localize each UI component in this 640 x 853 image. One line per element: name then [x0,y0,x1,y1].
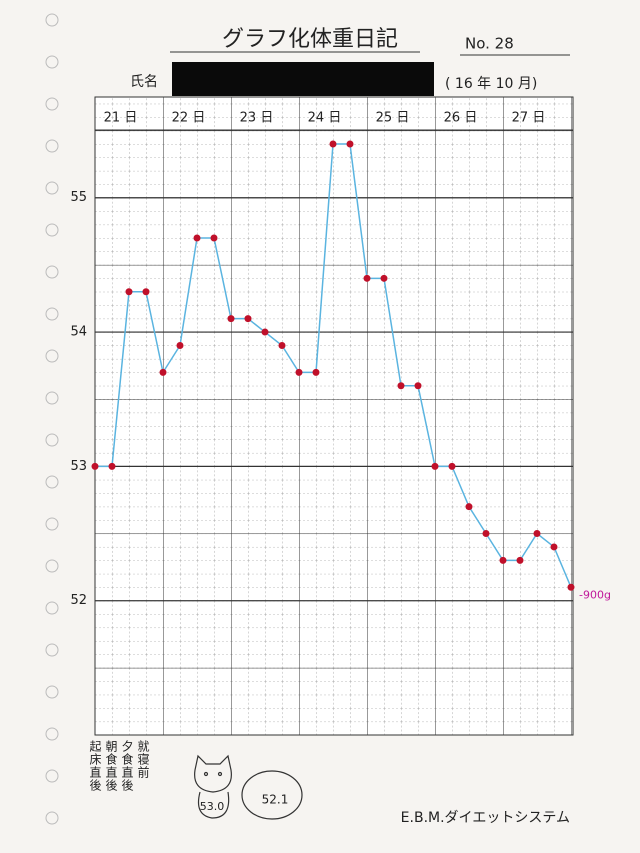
weight-point [295,368,303,376]
row-label: 起床直後 [88,740,102,792]
weight-point [482,530,490,538]
weight-point [397,382,405,390]
weight-point [142,288,150,296]
weight-point [227,315,235,323]
x-tick-label: 24 日 [308,111,342,126]
weight-point [91,462,99,470]
weight-point [210,234,218,242]
weight-point [550,543,558,551]
x-tick-label: 27 日 [512,111,546,126]
weight-point [567,583,575,591]
weight-point [108,462,116,470]
period: ( 16 年 10 月) [445,76,537,92]
weight-point [261,328,269,336]
weight-point [346,140,354,148]
annotation: -900g [579,588,611,601]
weight-point [363,274,371,282]
y-tick-label: 55 [70,190,87,205]
y-tick-label: 53 [70,459,87,474]
row-label: 朝食直後 [104,740,118,792]
weight-point [244,315,252,323]
weight-point [329,140,337,148]
chart-title: グラフ化体重日記 [222,27,398,52]
x-tick-label: 26 日 [444,111,478,126]
weight-point [533,530,541,538]
page-number: No. 28 [465,35,514,53]
badge-end: 52.1 [262,793,289,807]
y-tick-label: 52 [70,593,87,608]
weight-point [159,368,167,376]
x-tick-label: 25 日 [376,111,410,126]
badge-start: 53.0 [200,800,225,813]
x-tick-label: 21 日 [104,111,138,126]
x-tick-label: 22 日 [172,111,206,126]
weight-point [312,368,320,376]
weight-point [465,503,473,511]
plot-border [94,96,574,736]
redaction [172,62,434,96]
weight-point [499,556,507,564]
weight-point [414,382,422,390]
binder-holes [45,13,59,825]
x-tick-label: 23 日 [240,111,274,126]
weight-point [448,462,456,470]
row-label: 就寝前 [136,740,150,779]
name-label: 氏名 [130,74,158,90]
weight-point [125,288,133,296]
weight-point [278,341,286,349]
weight-point [516,556,524,564]
weight-point [176,341,184,349]
footer: E.B.M.ダイエットシステム [401,810,570,826]
cat-doodle [194,754,303,820]
weight-point [431,462,439,470]
weight-point [380,274,388,282]
row-label: 夕食直後 [120,740,134,792]
y-tick-label: 54 [70,325,87,340]
graph-paper-major [95,97,573,735]
weight-point [193,234,201,242]
